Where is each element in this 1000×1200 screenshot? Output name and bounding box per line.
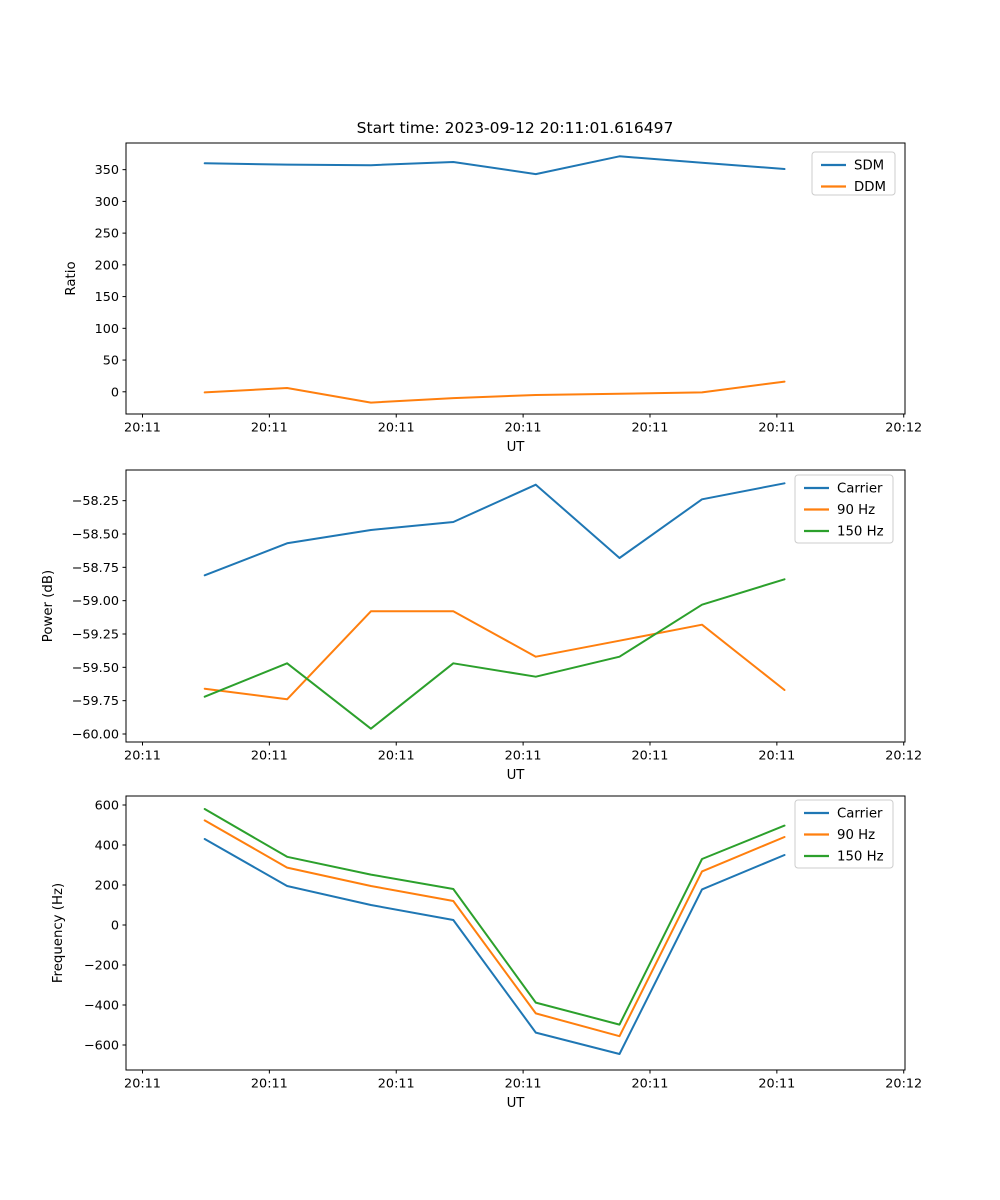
legend-box bbox=[794, 474, 894, 544]
legend-power: Carrier 90 Hz 150 Hz bbox=[794, 474, 894, 544]
y-tick-label: −58.75 bbox=[72, 561, 119, 576]
x-tick-label: 20:11 bbox=[251, 421, 288, 436]
x-axis-label-frequency: UT bbox=[507, 1096, 526, 1111]
y-axis-label-frequency: Frequency (Hz) bbox=[51, 883, 66, 983]
x-tick-label: 20:11 bbox=[378, 1077, 415, 1092]
x-tick-label: 20:11 bbox=[505, 749, 542, 764]
y-tick-label: 0 bbox=[111, 919, 119, 934]
line-power-90-hz bbox=[203, 610, 786, 701]
x-tick-label: 20:11 bbox=[378, 421, 415, 436]
y-tick-label: 600 bbox=[95, 799, 119, 814]
figure-title: Start time: 2023-09-12 20:11:01.616497 bbox=[356, 119, 674, 137]
legend-box bbox=[794, 799, 894, 869]
plot-area-ratio bbox=[125, 142, 906, 415]
y-tick-label: −58.25 bbox=[72, 494, 119, 509]
y-tick-label: −600 bbox=[84, 1039, 119, 1054]
x-tick-label: 20:11 bbox=[124, 421, 161, 436]
x-tick-label: 20:12 bbox=[885, 749, 922, 764]
y-tick-label: −400 bbox=[84, 999, 119, 1014]
x-tick-label: 20:11 bbox=[505, 1077, 542, 1092]
y-tick-label: −59.00 bbox=[72, 594, 119, 609]
y-tick-label: −59.75 bbox=[72, 694, 119, 709]
x-tick-label: 20:12 bbox=[885, 421, 922, 436]
y-tick-label: 400 bbox=[95, 839, 119, 854]
x-tick-label: 20:12 bbox=[885, 1077, 922, 1092]
y-tick-label: 200 bbox=[95, 258, 119, 273]
chart-ratio: 20:11 20:11 20:11 20:11 20:11 20:11 20:12 0 50 10… bbox=[64, 142, 922, 455]
y-axis-label-ratio: Ratio bbox=[64, 261, 79, 295]
x-tick-label: 20:11 bbox=[632, 1077, 669, 1092]
y-tick-label: 150 bbox=[95, 290, 119, 305]
y-tick-label: −59.25 bbox=[72, 628, 119, 643]
legend-label-ddm: DDM bbox=[854, 180, 886, 195]
y-tick-label: −200 bbox=[84, 959, 119, 974]
y-tick-label: 350 bbox=[95, 163, 119, 178]
legend-label-sdm: SDM bbox=[854, 159, 884, 174]
y-tick-label: −59.50 bbox=[72, 661, 119, 676]
x-tick-label: 20:11 bbox=[378, 749, 415, 764]
plot-area-power bbox=[125, 469, 906, 743]
legend-label-carrier: Carrier bbox=[837, 482, 883, 497]
y-tick-label: −60.00 bbox=[72, 728, 119, 743]
chart-power: 20:11 20:11 20:11 20:11 20:11 20:11 20:12 −58.2… bbox=[41, 469, 922, 783]
line-ratio-sdm bbox=[203, 155, 786, 176]
x-tick-label: 20:11 bbox=[124, 1077, 161, 1092]
x-tick-label: 20:11 bbox=[124, 749, 161, 764]
x-axis-label-ratio: UT bbox=[507, 440, 526, 455]
y-axis-label-power: Power (dB) bbox=[41, 570, 56, 642]
legend-label-carrier: Carrier bbox=[837, 807, 883, 822]
chart-frequency: 20:11 20:11 20:11 20:11 20:11 20:11 20:12 600 40… bbox=[51, 795, 922, 1111]
legend-label-150-hz: 150 Hz bbox=[837, 850, 884, 865]
line-power-carrier bbox=[203, 482, 786, 577]
legend-label-90-hz: 90 Hz bbox=[837, 503, 875, 518]
y-tick-label: 100 bbox=[95, 322, 119, 337]
line-frequency-150-hz bbox=[203, 808, 786, 1026]
x-tick-label: 20:11 bbox=[632, 421, 669, 436]
legend-label-150-hz: 150 Hz bbox=[837, 525, 884, 540]
x-tick-label: 20:11 bbox=[251, 749, 288, 764]
line-power-150-hz bbox=[203, 578, 786, 730]
y-tick-label: −58.50 bbox=[72, 528, 119, 543]
line-ratio-ddm bbox=[203, 380, 786, 404]
legend-ratio: SDM DDM bbox=[811, 151, 896, 196]
x-axis-label-power: UT bbox=[507, 768, 526, 783]
line-frequency-carrier bbox=[203, 838, 786, 1055]
x-tick-label: 20:11 bbox=[632, 749, 669, 764]
line-frequency-90-hz bbox=[203, 819, 786, 1038]
x-tick-label: 20:11 bbox=[758, 749, 795, 764]
legend-frequency: Carrier 90 Hz 150 Hz bbox=[794, 799, 894, 869]
y-tick-label: 0 bbox=[111, 385, 119, 400]
x-tick-label: 20:11 bbox=[758, 421, 795, 436]
x-tick-label: 20:11 bbox=[251, 1077, 288, 1092]
x-tick-label: 20:11 bbox=[505, 421, 542, 436]
y-tick-label: 50 bbox=[103, 354, 119, 369]
x-tick-label: 20:11 bbox=[758, 1077, 795, 1092]
legend-label-90-hz: 90 Hz bbox=[837, 828, 875, 843]
y-tick-label: 250 bbox=[95, 227, 119, 242]
plot-area-frequency bbox=[125, 795, 906, 1071]
y-tick-label: 300 bbox=[95, 195, 119, 210]
legend-box bbox=[811, 151, 896, 196]
y-tick-label: 200 bbox=[95, 879, 119, 894]
